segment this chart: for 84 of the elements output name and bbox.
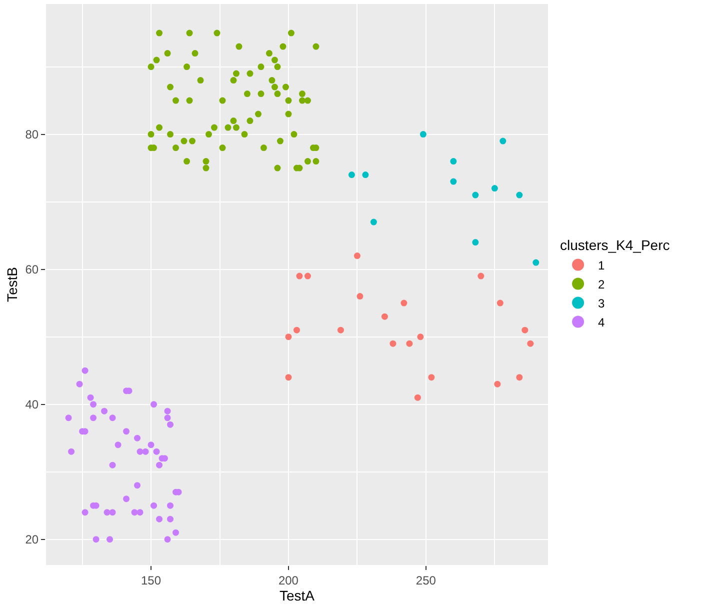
point: [532, 259, 540, 266]
point: [348, 172, 355, 178]
point: [87, 394, 94, 401]
legend-title: clusters_K4_Perc: [560, 237, 670, 254]
point: [136, 509, 144, 516]
point: [76, 380, 83, 388]
point: [491, 185, 498, 192]
point: [356, 293, 364, 300]
x-axis-title: TestA: [279, 588, 316, 604]
point: [417, 334, 424, 340]
x-tick-label: 150: [141, 573, 162, 588]
point: [131, 509, 138, 516]
point: [109, 414, 116, 422]
point: [136, 448, 144, 455]
point: [472, 239, 479, 246]
point: [106, 536, 114, 543]
point: [150, 401, 158, 408]
point: [516, 374, 523, 381]
point: [293, 326, 300, 334]
point: [82, 367, 88, 374]
point: [156, 516, 163, 522]
point: [123, 496, 130, 502]
point: [354, 252, 360, 260]
point: [156, 462, 163, 468]
y-tick-label: 80: [25, 127, 39, 142]
point: [472, 192, 479, 198]
point: [390, 340, 396, 347]
point: [381, 313, 388, 320]
point: [90, 401, 97, 408]
point: [114, 442, 122, 448]
point: [450, 158, 457, 165]
point: [148, 442, 154, 448]
point: [68, 448, 75, 455]
point: [90, 414, 97, 422]
point: [304, 272, 311, 280]
point: [496, 300, 504, 306]
y-tick-label: 40: [25, 398, 39, 412]
point: [296, 272, 303, 280]
point: [167, 516, 174, 522]
point: [150, 502, 158, 509]
point: [167, 502, 174, 509]
point: [420, 131, 426, 138]
point: [285, 334, 292, 340]
point: [172, 529, 180, 536]
point: [406, 340, 413, 347]
y-axis-title: TestB: [4, 266, 20, 302]
legend-label: 4: [598, 315, 606, 330]
y-tick-label: 20: [25, 532, 39, 547]
point: [65, 414, 72, 422]
legend-label: 1: [598, 258, 606, 272]
point: [428, 374, 435, 381]
legend-label: 2: [598, 277, 606, 292]
point: [134, 434, 141, 442]
point: [104, 509, 110, 516]
point: [164, 536, 171, 543]
point: [527, 340, 534, 347]
point: [337, 326, 344, 334]
point: [400, 300, 408, 306]
x-tick-label: 200: [278, 573, 299, 588]
point: [109, 462, 116, 468]
point: [285, 374, 292, 381]
point: [362, 172, 369, 178]
point: [450, 178, 457, 185]
point: [92, 536, 100, 543]
point: [494, 380, 501, 388]
x-tick-label: 250: [416, 573, 436, 588]
y-tick-label: 60: [25, 262, 39, 277]
point: [370, 218, 377, 226]
point: [414, 394, 421, 401]
point: [167, 421, 174, 428]
point: [109, 509, 116, 516]
point: [82, 509, 88, 516]
point: [522, 326, 528, 334]
point: [478, 272, 484, 280]
point: [500, 138, 506, 144]
point: [101, 408, 108, 414]
point: [164, 408, 171, 414]
point: [142, 448, 149, 455]
point: [164, 414, 171, 422]
point: [516, 192, 523, 198]
point: [123, 428, 130, 435]
legend-label: 3: [598, 296, 606, 310]
point: [153, 448, 160, 455]
point: [134, 482, 141, 489]
